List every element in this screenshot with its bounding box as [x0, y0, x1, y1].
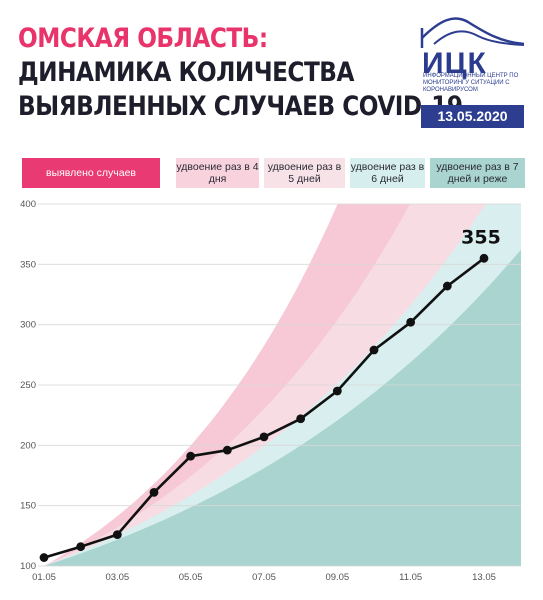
logo-text: ИЦК [422, 47, 487, 80]
data-point [222, 445, 232, 455]
title-block: ОМСКАЯ ОБЛАСТЬ: ДИНАМИКА КОЛИЧЕСТВА ВЫЯВ… [18, 22, 535, 124]
data-point [369, 345, 379, 355]
data-point [332, 386, 342, 396]
title-line-3: ВЫЯВЛЕННЫХ СЛУЧАЕВ COVID-19 [18, 91, 463, 122]
logo-subtitle: ИНФОРМАЦИОННЫЙ ЦЕНТР ПО МОНИТОРИНГУ СИТУ… [423, 73, 519, 93]
legend-double-4-label: удвоение раз в 4 дня [176, 161, 259, 185]
doubling-band-4 [44, 249, 521, 566]
data-point [112, 530, 122, 540]
y-tick-label: 250 [20, 380, 36, 391]
y-tick-label: 350 [20, 259, 36, 270]
data-point [406, 317, 416, 327]
legend-detected: выявлено случаев [22, 158, 160, 188]
x-tick-label: 13.05 [472, 572, 496, 583]
data-point [149, 487, 159, 497]
y-tick-label: 100 [20, 561, 36, 572]
data-point [186, 451, 196, 461]
legend-double-6-label: удвоение раз в 6 дней [350, 161, 425, 185]
legend-double-5-label: удвоение раз в 5 дней [267, 161, 342, 185]
x-tick-label: 07.05 [252, 572, 276, 583]
data-point [442, 281, 452, 291]
logo-icon [420, 17, 525, 48]
data-point [39, 553, 49, 562]
legend-double-6: удвоение раз в 6 дней [350, 158, 425, 188]
title-line-2: ДИНАМИКА КОЛИЧЕСТВА [18, 57, 354, 88]
x-tick-label: 09.05 [325, 572, 349, 583]
x-tick-label: 05.05 [179, 572, 203, 583]
data-point [76, 542, 86, 552]
legend-double-7-label: удвоение раз в 7 дней и реже [436, 161, 519, 185]
y-tick-label: 300 [20, 320, 36, 331]
y-tick-label: 200 [20, 440, 36, 451]
y-tick-label: 400 [20, 199, 36, 210]
x-tick-label: 11.05 [399, 572, 422, 583]
data-point [296, 414, 306, 424]
x-tick-label: 03.05 [105, 572, 129, 583]
title-region-name: ОМСКАЯ ОБЛАСТЬ: [18, 23, 268, 54]
data-point [479, 253, 489, 263]
cases-chart: 100 150 200 250 300 350 400 01.05 03.05 05.05 07.0… [20, 199, 521, 583]
legend-double-4: удвоение раз в 4 дня [176, 158, 259, 188]
legend-double-5: удвоение раз в 5 дней [264, 158, 345, 188]
data-point [259, 432, 269, 442]
y-tick-label: 150 [20, 501, 36, 512]
x-tick-label: 01.05 [32, 572, 56, 583]
legend-double-7: удвоение раз в 7 дней и реже [430, 158, 525, 188]
date-badge: 13.05.2020 [421, 105, 524, 128]
legend-detected-label: выявлено случаев [45, 167, 137, 179]
last-value-label: 355 [461, 226, 501, 248]
